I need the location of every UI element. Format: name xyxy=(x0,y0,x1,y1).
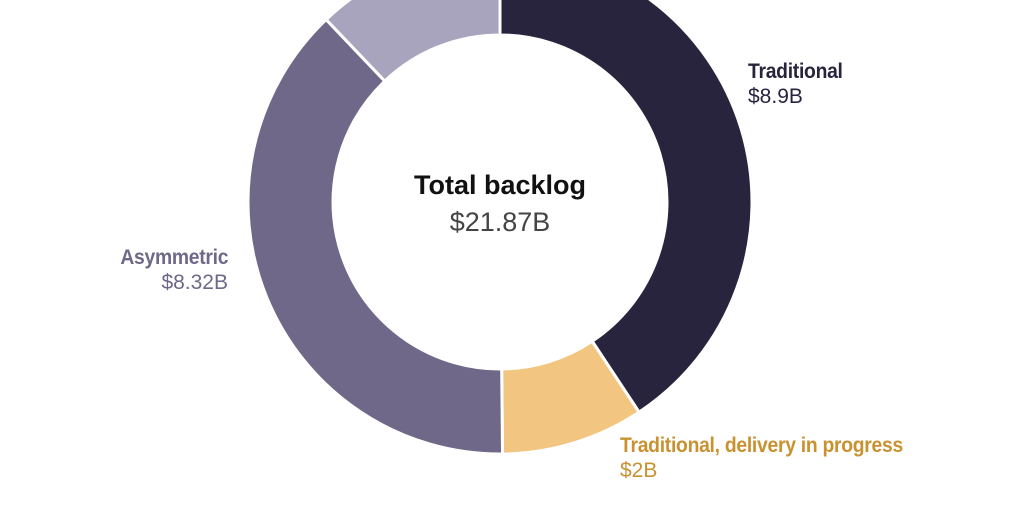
label-asymmetric-value: $8.32B xyxy=(161,271,228,295)
label-traditional: Traditional $8.9B xyxy=(748,59,851,109)
label-traditional-value: $8.9B xyxy=(748,85,803,109)
label-delivery: Traditional, delivery in progress $2B xyxy=(620,433,928,483)
label-traditional-name: Traditional xyxy=(748,60,843,83)
donut-slice-other xyxy=(324,0,502,84)
donut-slice-asymmetric xyxy=(246,17,505,456)
label-asymmetric-name: Asymmetric xyxy=(120,246,228,269)
label-asymmetric: Asymmetric $8.32B xyxy=(111,245,228,295)
label-delivery-name: Traditional, delivery in progress xyxy=(620,434,903,457)
center-title: Total backlog xyxy=(413,170,587,200)
label-delivery-value: $2B xyxy=(620,459,658,483)
donut-slice-traditional xyxy=(498,0,754,415)
center-value: $21.87B xyxy=(449,207,551,237)
